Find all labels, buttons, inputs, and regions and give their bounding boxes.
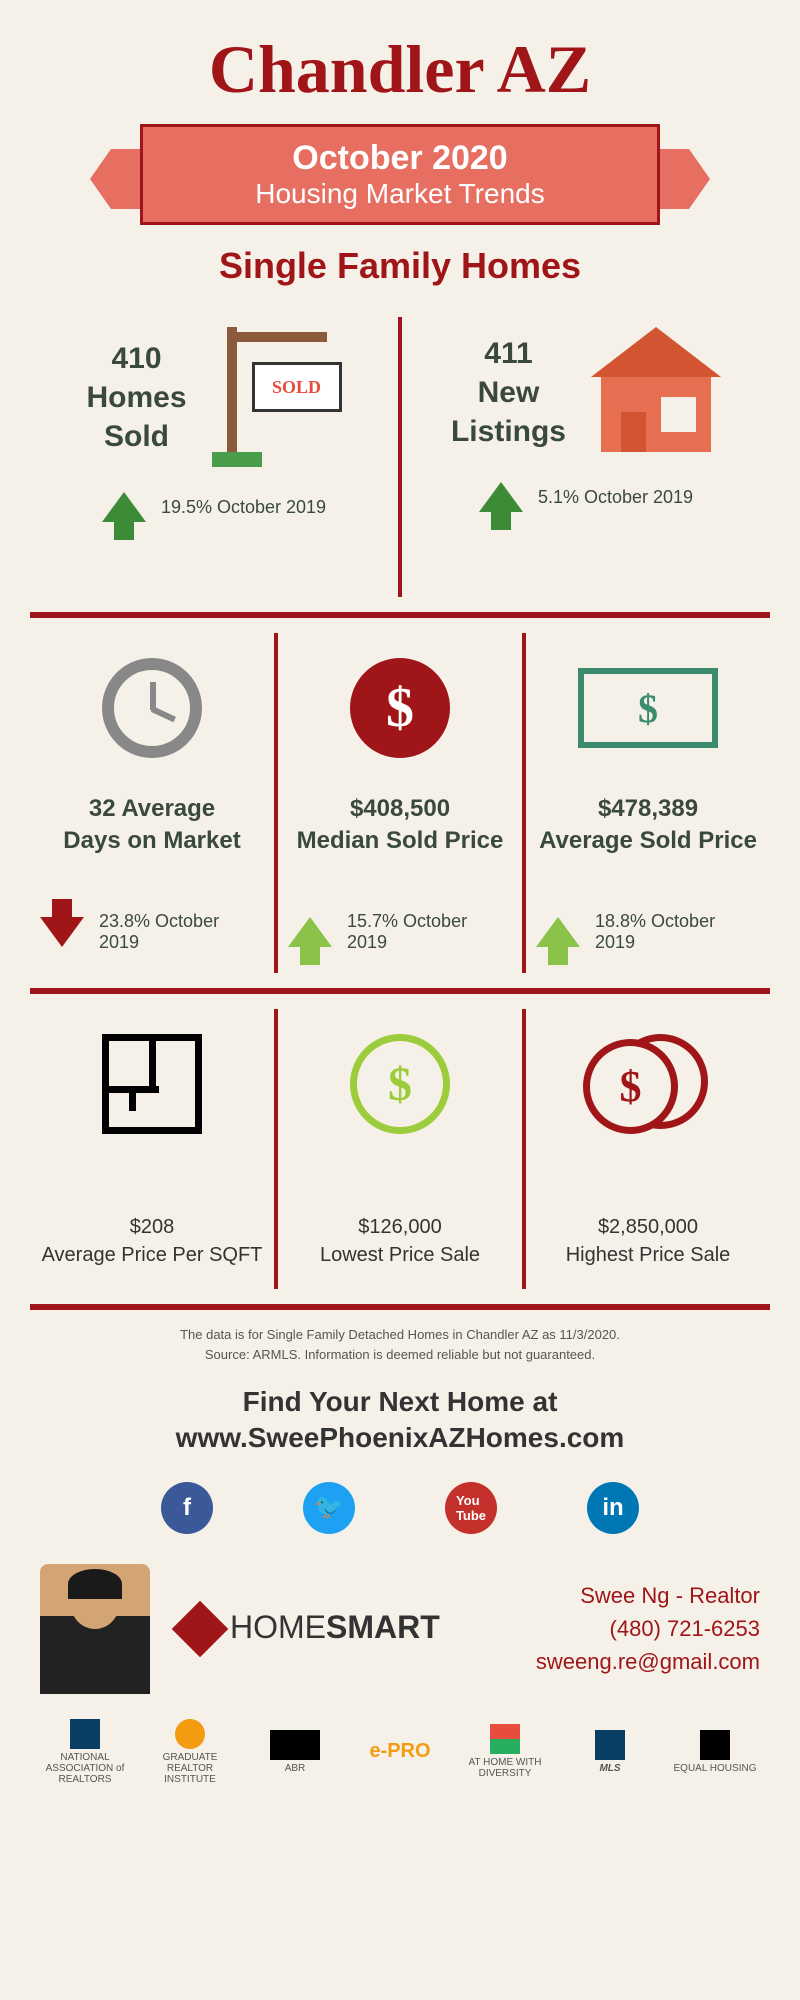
double-coin-icon: $ xyxy=(583,1034,713,1134)
ribbon-date: October 2020 xyxy=(173,139,627,178)
new-listings-stat: 411 New Listings xyxy=(451,334,566,451)
logo-nar: NATIONAL ASSOCIATION of REALTORS xyxy=(40,1719,130,1785)
clock-icon xyxy=(102,658,202,758)
floorplan-icon xyxy=(102,1034,202,1134)
days-change: 23.8% October 2019 xyxy=(99,911,264,953)
ribbon-subtitle: Housing Market Trends xyxy=(173,178,627,210)
contact-row: HOMESMART Swee Ng - Realtor (480) 721-62… xyxy=(30,1564,770,1694)
logo-mls: MLS xyxy=(565,1730,655,1774)
homesmart-logo: HOMESMART xyxy=(180,1609,440,1650)
house-icon xyxy=(591,327,721,457)
homes-sold-change: 19.5% October 2019 xyxy=(161,497,326,518)
main-title: Chandler AZ xyxy=(30,30,770,109)
arrow-up-icon xyxy=(536,917,580,947)
linkedin-icon[interactable]: in xyxy=(587,1482,639,1534)
lowest-price-stat: $126,000Lowest Price Sale xyxy=(320,1213,480,1269)
logo-epro: e-PRO xyxy=(355,1740,445,1763)
ribbon-banner: October 2020 Housing Market Trends xyxy=(140,124,660,225)
new-listings-change: 5.1% October 2019 xyxy=(538,487,693,508)
cta-text: Find Your Next Home at www.SweePhoenixAZ… xyxy=(30,1384,770,1457)
avg-price-stat: $478,389Average Sold Price xyxy=(539,793,757,855)
stats-section-2: 32 AverageDays on Market 23.8% October 2… xyxy=(30,633,770,973)
social-row: f 🐦 YouTube in xyxy=(30,1482,770,1534)
twitter-icon[interactable]: 🐦 xyxy=(303,1482,355,1534)
horizontal-divider xyxy=(30,1304,770,1310)
youtube-icon[interactable]: YouTube xyxy=(445,1482,497,1534)
facebook-icon[interactable]: f xyxy=(161,1482,213,1534)
logo-gri: GRADUATE REALTOR INSTITUTE xyxy=(145,1719,235,1785)
logo-abr: ABR xyxy=(250,1730,340,1774)
sold-sign-icon: SOLD xyxy=(212,327,342,467)
price-sqft-stat: $208Average Price Per SQFT xyxy=(42,1213,263,1269)
avg-change: 18.8% October 2019 xyxy=(595,911,760,953)
dollar-circle-icon: $ xyxy=(350,658,450,758)
dollar-lime-icon: $ xyxy=(350,1034,450,1134)
realtor-avatar xyxy=(40,1564,150,1694)
stats-section-1: 410 Homes Sold SOLD 19.5% October 2019 xyxy=(30,317,770,597)
arrow-up-icon xyxy=(479,482,523,512)
days-on-market-stat: 32 AverageDays on Market xyxy=(63,793,240,855)
homes-sold-stat: 410 Homes Sold xyxy=(86,339,186,456)
logo-equal-housing: EQUAL HOUSING xyxy=(670,1730,760,1774)
median-change: 15.7% October 2019 xyxy=(347,911,512,953)
median-price-stat: $408,500Median Sold Price xyxy=(297,793,504,855)
highest-price-stat: $2,850,000Highest Price Sale xyxy=(566,1213,731,1269)
certification-logos: NATIONAL ASSOCIATION of REALTORS GRADUAT… xyxy=(30,1719,770,1785)
stats-section-3: $208Average Price Per SQFT $ $126,000Low… xyxy=(30,1009,770,1289)
subtitle: Single Family Homes xyxy=(30,245,770,287)
footnote: The data is for Single Family Detached H… xyxy=(30,1325,770,1364)
cash-icon: $ xyxy=(578,668,718,748)
arrow-up-icon xyxy=(288,917,332,947)
horizontal-divider xyxy=(30,988,770,994)
arrow-down-icon xyxy=(40,917,84,947)
horizontal-divider xyxy=(30,612,770,618)
contact-info: Swee Ng - Realtor (480) 721-6253 sweeng.… xyxy=(536,1579,760,1678)
logo-diversity: AT HOME WITH DIVERSITY xyxy=(460,1724,550,1779)
arrow-up-icon xyxy=(102,492,146,522)
